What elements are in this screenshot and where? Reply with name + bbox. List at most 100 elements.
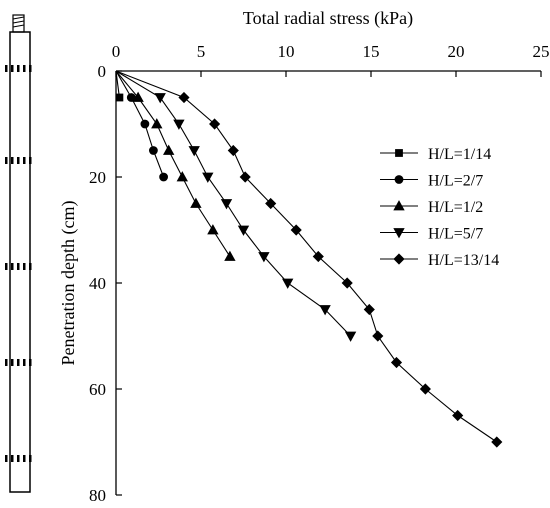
data-point-diamond bbox=[372, 330, 384, 342]
axes: 0 5 10 15 20 25 0 20 40 60 80 Total radial stress… bbox=[58, 8, 550, 505]
probe-sensor-mark bbox=[11, 157, 14, 164]
legend-label: H/L=5/7 bbox=[428, 226, 483, 243]
series-4 bbox=[115, 70, 357, 342]
probe-sensor-mark bbox=[29, 359, 32, 366]
probe-sensor-mark bbox=[23, 359, 26, 366]
probe-sensor-mark bbox=[11, 65, 14, 72]
data-point-diamond bbox=[227, 144, 239, 157]
data-point-diamond bbox=[363, 303, 375, 316]
data-point-triangle-up bbox=[176, 171, 188, 182]
data-point-circle bbox=[140, 119, 150, 129]
data-point-triangle-down bbox=[319, 305, 331, 316]
probe-sensor-mark bbox=[29, 157, 32, 164]
data-point-triangle-up bbox=[224, 250, 236, 261]
probe-sensor-mark bbox=[29, 65, 32, 72]
data-point-triangle-up bbox=[393, 200, 405, 211]
data-point-triangle-down bbox=[154, 93, 166, 104]
data-point-circle bbox=[159, 172, 169, 182]
legend-label: H/L=13/14 bbox=[428, 252, 499, 269]
data-point-circle bbox=[148, 146, 158, 155]
series-1 bbox=[115, 70, 124, 102]
series-3 bbox=[115, 70, 236, 261]
x-tick-label: 10 bbox=[278, 42, 295, 61]
x-ticks: 0 5 10 15 20 25 bbox=[112, 42, 550, 77]
x-axis-title: Total radial stress (kPa) bbox=[243, 8, 413, 29]
legend-item: H/L=13/14 bbox=[380, 252, 499, 269]
legend-item: H/L=2/7 bbox=[380, 173, 483, 190]
probe-sensor-mark bbox=[17, 359, 20, 366]
probe-sensor-mark bbox=[29, 263, 32, 270]
data-point-diamond bbox=[239, 171, 251, 183]
legend-label: H/L=2/7 bbox=[428, 173, 483, 190]
data-point-diamond bbox=[341, 277, 353, 289]
probe-schematic bbox=[5, 14, 32, 493]
data-point-triangle-down bbox=[237, 225, 250, 236]
probe-sensor-mark bbox=[11, 455, 14, 462]
y-tick-label: 20 bbox=[89, 168, 106, 187]
series-layer bbox=[115, 70, 503, 448]
legend: H/L=1/14 H/L=2/7 H/L=1/2 H/L=5/7 H/L=13/14 bbox=[380, 146, 499, 269]
data-point-triangle-up bbox=[190, 197, 202, 208]
data-point-triangle-up bbox=[132, 91, 144, 102]
probe-sensor-mark bbox=[5, 263, 8, 270]
data-point-triangle-down bbox=[282, 278, 294, 289]
y-axis-title: Penetration depth (cm) bbox=[58, 201, 79, 366]
probe-sensor-mark bbox=[23, 455, 26, 462]
data-point-diamond bbox=[178, 91, 190, 104]
probe-body bbox=[9, 31, 31, 493]
data-point-circle bbox=[394, 175, 404, 184]
y-ticks: 0 20 40 60 80 bbox=[89, 62, 122, 505]
probe-sensor-mark bbox=[5, 157, 8, 164]
data-point-triangle-down bbox=[188, 146, 200, 157]
x-tick-label: 5 bbox=[197, 42, 206, 61]
probe-sensor-mark bbox=[11, 263, 14, 270]
data-point-triangle-up bbox=[151, 118, 163, 129]
data-point-diamond bbox=[452, 409, 464, 422]
probe-sensor-mark bbox=[17, 65, 20, 72]
data-point-diamond bbox=[390, 356, 403, 369]
probe-sensor-mark bbox=[23, 157, 26, 164]
data-point-diamond bbox=[491, 436, 503, 448]
legend-label: H/L=1/2 bbox=[428, 199, 483, 216]
data-point-diamond bbox=[290, 224, 302, 236]
legend-item: H/L=1/14 bbox=[380, 146, 491, 163]
data-point-diamond bbox=[419, 383, 431, 395]
legend-item: H/L=1/2 bbox=[380, 199, 483, 216]
probe-sensor-mark bbox=[5, 359, 8, 366]
y-tick-label: 60 bbox=[89, 380, 106, 399]
x-tick-label: 15 bbox=[363, 42, 380, 61]
x-tick-label: 0 bbox=[112, 42, 121, 61]
data-point-triangle-down bbox=[173, 119, 185, 130]
probe-sensor-mark bbox=[17, 455, 20, 462]
data-point-triangle-down bbox=[393, 228, 405, 239]
probe-cap-thread bbox=[12, 16, 25, 20]
series-line bbox=[115, 70, 231, 257]
data-point-diamond bbox=[209, 118, 221, 130]
probe-sensor-mark bbox=[29, 455, 32, 462]
data-point-diamond bbox=[393, 253, 405, 265]
data-point-triangle-down bbox=[258, 252, 270, 263]
series-5 bbox=[115, 70, 503, 448]
probe-sensor-mark bbox=[17, 157, 20, 164]
legend-item: H/L=5/7 bbox=[380, 226, 483, 243]
probe-cap-thread bbox=[12, 24, 25, 28]
data-point-triangle-down bbox=[220, 199, 233, 210]
probe-sensor-mark bbox=[5, 455, 8, 462]
data-point-square bbox=[115, 93, 124, 102]
probe-sensor-mark bbox=[17, 263, 20, 270]
probe-sensor-mark bbox=[11, 359, 14, 366]
y-tick-label: 0 bbox=[98, 62, 107, 81]
probe-sensors bbox=[5, 65, 32, 462]
data-point-triangle-down bbox=[202, 172, 214, 183]
series-line bbox=[115, 70, 351, 337]
x-tick-label: 20 bbox=[448, 42, 465, 61]
legend-label: H/L=1/14 bbox=[428, 146, 491, 163]
data-point-diamond bbox=[265, 197, 277, 210]
data-point-triangle-up bbox=[163, 144, 175, 155]
x-tick-label: 25 bbox=[533, 42, 550, 61]
data-point-triangle-up bbox=[207, 224, 219, 235]
data-point-diamond bbox=[312, 250, 324, 263]
probe-cap-thread bbox=[12, 20, 25, 24]
y-tick-label: 80 bbox=[89, 486, 106, 505]
